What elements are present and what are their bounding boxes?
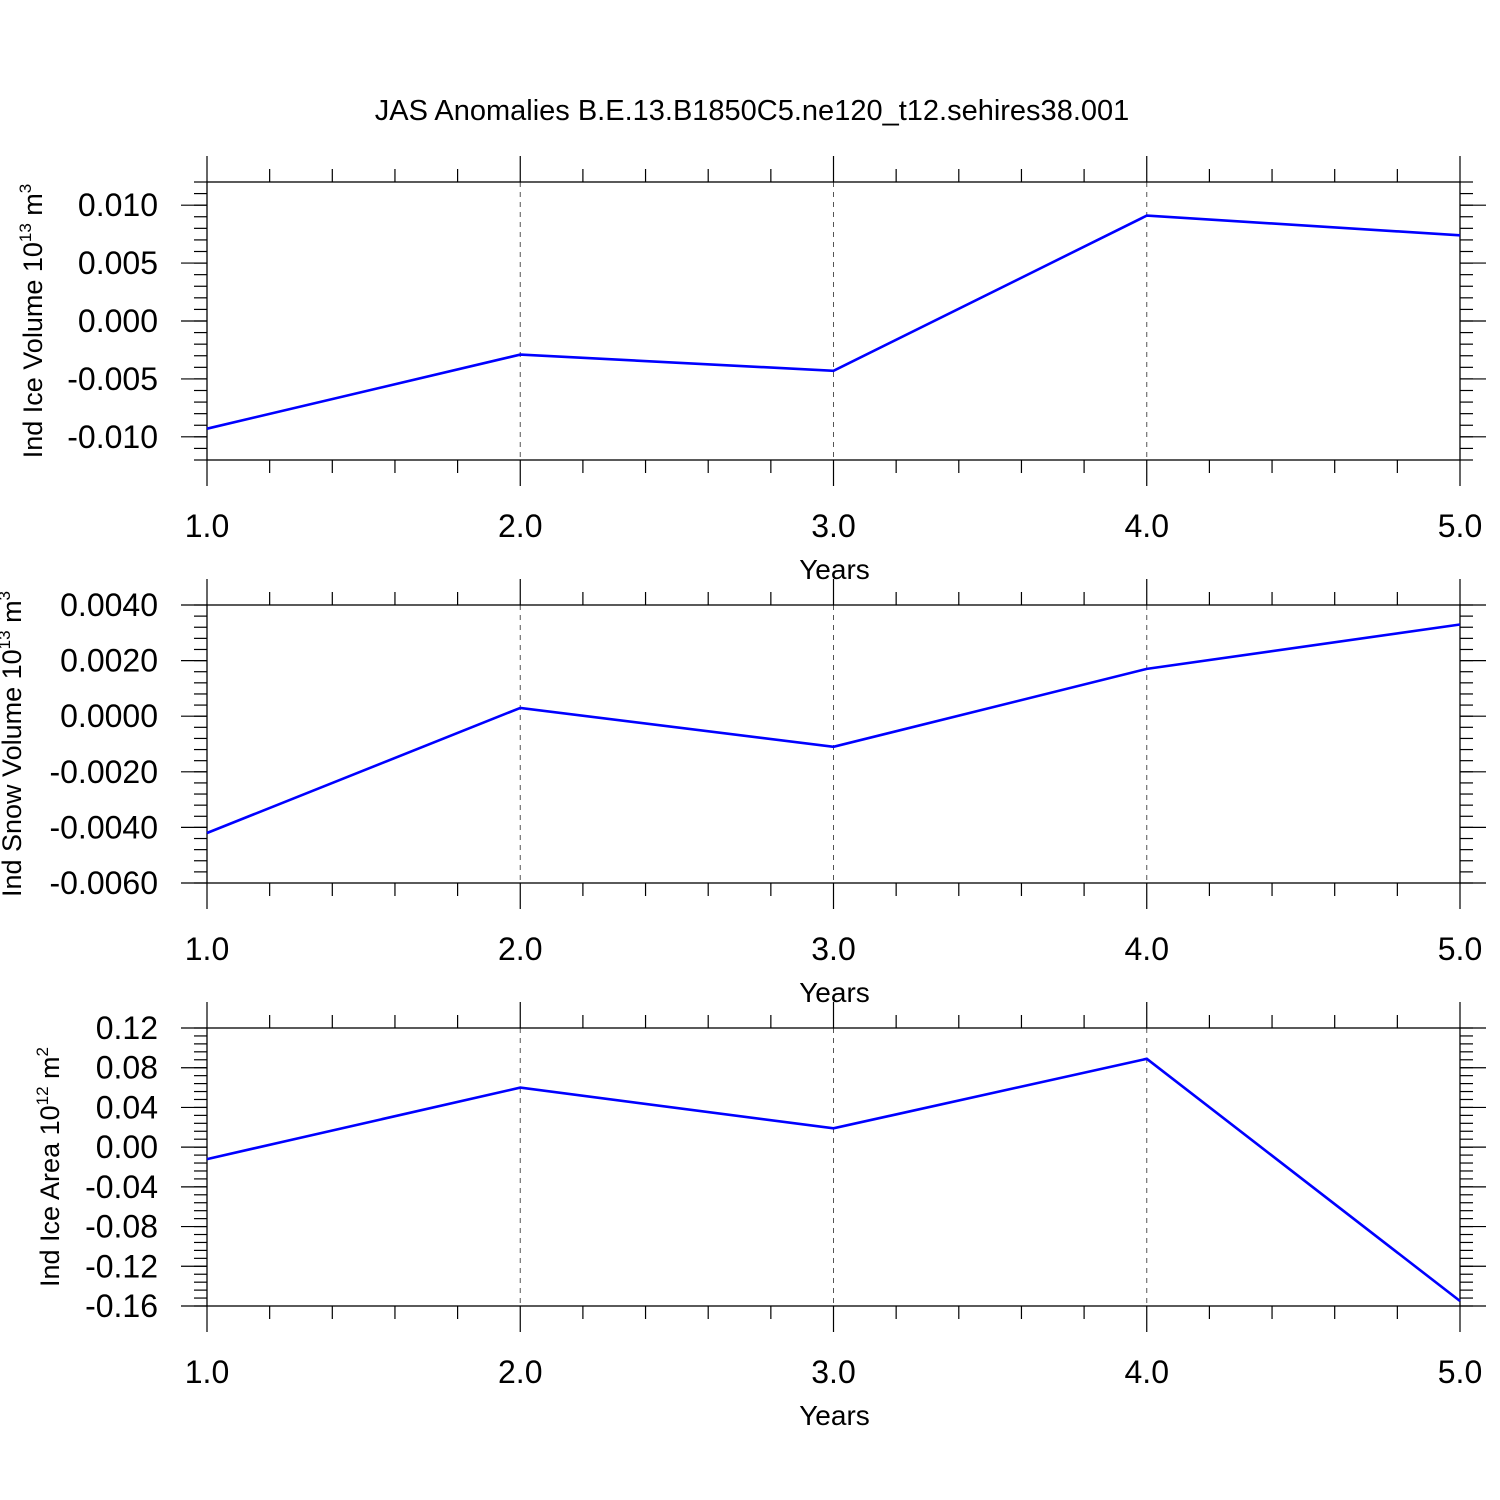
y-tick-label: 0.12 (96, 1010, 158, 1046)
x-tick-label: 1.0 (185, 931, 229, 967)
x-tick-label: 1.0 (185, 508, 229, 544)
y-tick-label: 0.0040 (60, 587, 158, 623)
y-tick-label: -0.08 (85, 1209, 158, 1245)
y-tick-label: -0.04 (85, 1169, 158, 1205)
y-tick-label: -0.005 (67, 361, 158, 397)
x-axis-label: Years (799, 977, 870, 1008)
x-tick-label: 2.0 (498, 508, 542, 544)
y-tick-label: 0.005 (78, 245, 158, 281)
y-tick-label: 0.000 (78, 303, 158, 339)
panel-1: 0.010 0.005 0.000 -0.005 -0.010 1.0 2.0 3.0 4.0 5… (16, 156, 1486, 585)
panel-2: 0.0040 0.0020 0.0000 -0.0020 -0.0040 -0.0060 1… (0, 579, 1486, 1008)
x-tick-label: 4.0 (1125, 1354, 1169, 1390)
y-axis-label: Ind Snow Volume 1013 m3 (0, 591, 27, 897)
y-tick-label: -0.0040 (49, 809, 158, 845)
chart-title: JAS Anomalies B.E.13.B1850C5.ne120_t12.s… (375, 95, 1130, 127)
x-tick-label: 5.0 (1438, 931, 1482, 967)
panel-3: 0.12 0.080.04 0.00 -0.04 -0.08-0.12 -0.16 1.0 2… (33, 1002, 1486, 1431)
x-tick-label: 3.0 (811, 1354, 855, 1390)
y-tick-label: 0.0000 (60, 698, 158, 734)
x-tick-label: 3.0 (811, 508, 855, 544)
y-tick-label: -0.16 (85, 1288, 158, 1324)
y-axis-label: Ind Ice Area 1012 m2 (33, 1047, 65, 1287)
y-tick-label: -0.12 (85, 1248, 158, 1284)
x-tick-label: 3.0 (811, 931, 855, 967)
y-tick-label: 0.08 (96, 1050, 158, 1086)
y-tick-label: 0.00 (96, 1129, 158, 1165)
y-axis-label: Ind Ice Volume 1013 m3 (16, 184, 48, 459)
y-tick-label: -0.0020 (49, 754, 158, 790)
y-tick-label: 0.010 (78, 187, 158, 223)
x-tick-label: 4.0 (1125, 931, 1169, 967)
x-tick-label: 2.0 (498, 931, 542, 967)
x-tick-label: 5.0 (1438, 1354, 1482, 1390)
x-axis-label: Years (799, 554, 870, 585)
x-axis-label: Years (799, 1400, 870, 1431)
y-tick-label: -0.010 (67, 419, 158, 455)
x-tick-label: 4.0 (1125, 508, 1169, 544)
y-tick-label: 0.0020 (60, 643, 158, 679)
x-tick-label: 5.0 (1438, 508, 1482, 544)
x-tick-label: 2.0 (498, 1354, 542, 1390)
y-tick-label: -0.0060 (49, 865, 158, 901)
x-tick-label: 1.0 (185, 1354, 229, 1390)
y-tick-label: 0.04 (96, 1089, 158, 1125)
